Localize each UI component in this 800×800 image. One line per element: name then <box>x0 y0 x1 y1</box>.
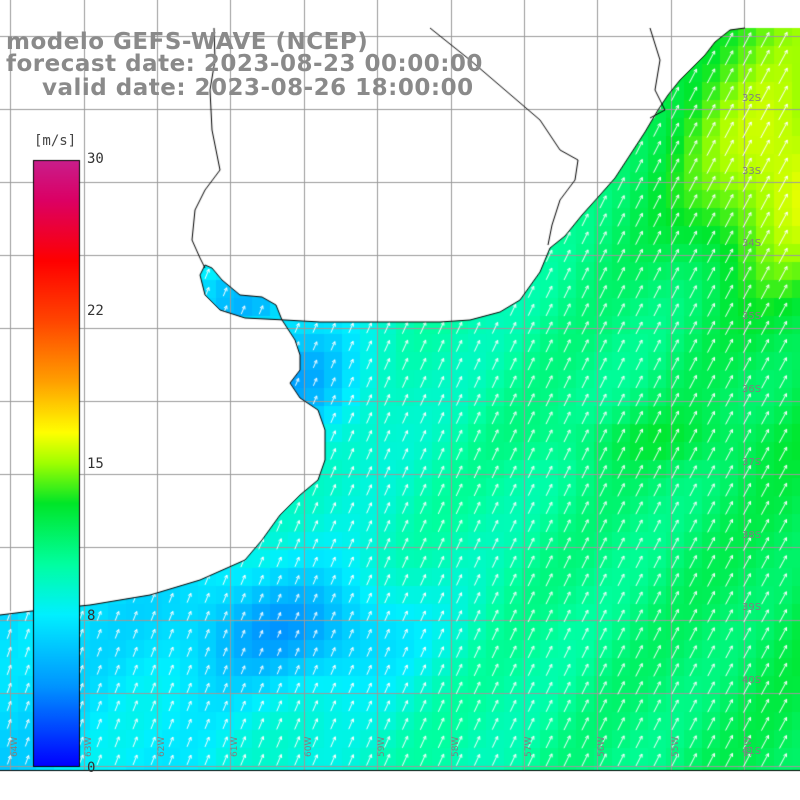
model-title: modelo GEFS-WAVE (NCEP) <box>6 29 369 55</box>
lon-label: 61W <box>230 736 240 757</box>
forecast-date: forecast date: 2023-08-23 00:00:00 <box>6 51 483 77</box>
lat-label: 36S <box>742 384 762 395</box>
lon-label: 59W <box>377 736 387 757</box>
lat-label: 34S <box>742 238 762 249</box>
colorbar-tick-22: 22 <box>87 303 104 319</box>
lat-label: 38S <box>742 530 762 541</box>
lon-label: 60W <box>304 736 314 757</box>
lat-label: 37S <box>742 457 762 468</box>
valid-date: valid date: 2023-08-26 18:00:00 <box>42 75 474 101</box>
lon-label: 56W <box>597 736 607 757</box>
lon-label: 64W <box>10 736 20 757</box>
lat-label: 33S <box>742 166 762 177</box>
lat-label: 32S <box>742 93 762 104</box>
colorbar-tick-15: 15 <box>87 456 104 472</box>
lon-label: 57W <box>524 736 534 757</box>
lat-label: 40S <box>742 675 762 686</box>
lon-label: 54W <box>744 736 754 757</box>
lat-label: 39S <box>742 602 762 613</box>
lon-label: 55W <box>671 736 681 757</box>
colorbar-unit: [m/s] <box>34 133 77 149</box>
lon-label: 62W <box>157 736 167 757</box>
colorbar-tick-30: 30 <box>87 151 104 167</box>
lat-label: 35S <box>742 311 762 322</box>
lat-label: 41S <box>742 746 762 757</box>
colorbar-tick-0: 0 <box>87 760 96 776</box>
lon-label: 63W <box>84 736 94 757</box>
lon-label: 58W <box>451 736 461 757</box>
colorbar-tick-8: 8 <box>87 608 96 624</box>
